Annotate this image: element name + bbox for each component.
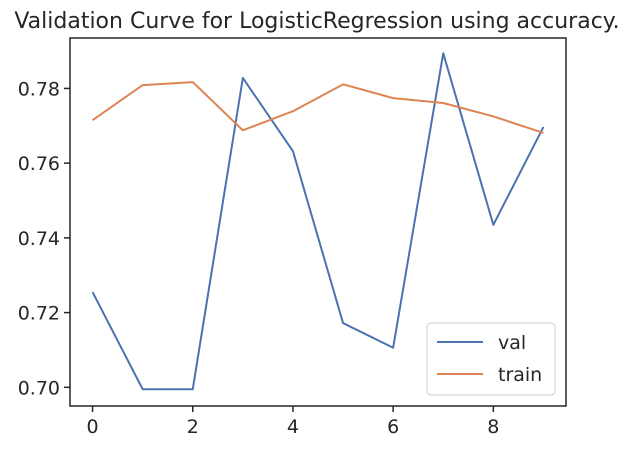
y-tick-label: 0.70 [18, 377, 60, 399]
x-tick-label: 2 [187, 416, 199, 438]
legend-label-val: val [498, 332, 526, 354]
x-tick-label: 4 [287, 416, 299, 438]
series-line-train [91, 81, 544, 134]
legend-label-train: train [498, 364, 542, 386]
plot-frame [69, 37, 567, 407]
legend: val train [426, 322, 556, 396]
x-axis: 0 2 4 6 8 [86, 406, 499, 438]
x-tick-label: 6 [387, 416, 399, 438]
y-tick-label: 0.74 [18, 228, 60, 250]
y-axis: 0.70 0.72 0.74 0.76 0.78 [18, 78, 70, 399]
y-tick-label: 0.78 [18, 78, 60, 100]
x-tick-label: 0 [86, 416, 98, 438]
chart-title: Validation Curve for LogisticRegression … [14, 9, 619, 34]
y-tick-label: 0.72 [18, 303, 60, 325]
series-line-val [91, 52, 545, 391]
x-tick-label: 8 [487, 416, 499, 438]
plot-series [91, 52, 545, 391]
y-tick-label: 0.76 [18, 153, 60, 175]
